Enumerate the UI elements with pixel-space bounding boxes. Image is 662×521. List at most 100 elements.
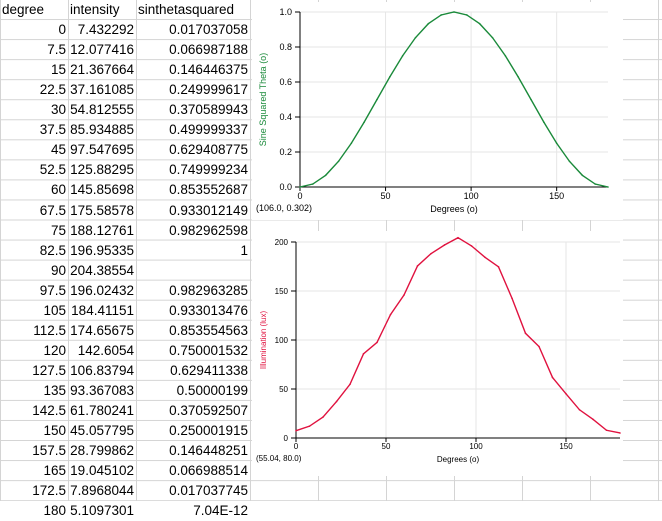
data-point[interactable] [453, 11, 455, 13]
data-point[interactable] [350, 142, 353, 145]
table-cell[interactable]: 0.370592507 [169, 403, 248, 418]
table-cell[interactable]: 174.65675 [70, 322, 134, 338]
table-cell[interactable]: 120 [43, 342, 66, 358]
data-point[interactable] [578, 408, 581, 411]
table-cell[interactable]: 0.499999337 [169, 122, 248, 138]
table-cell[interactable]: 82.5 [39, 242, 66, 258]
data-point[interactable] [430, 252, 432, 255]
table-cell[interactable]: 97.5 [39, 282, 66, 298]
data-point[interactable] [484, 256, 486, 259]
table-cell[interactable]: 125.88295 [70, 162, 134, 178]
table-cell[interactable]: 0.370589943 [169, 102, 248, 118]
table-cell[interactable]: 0.146446375 [169, 62, 248, 78]
table-cell[interactable]: 0.933012149 [169, 202, 248, 218]
table-cell[interactable]: 0.750001532 [169, 342, 248, 358]
data-point[interactable] [440, 14, 442, 16]
table-cell[interactable]: 19.045102 [70, 463, 134, 479]
data-point[interactable] [555, 142, 558, 145]
data-point[interactable] [376, 98, 378, 101]
table-cell[interactable]: 37.161085 [70, 82, 134, 98]
data-point[interactable] [470, 245, 473, 247]
table-cell[interactable]: 150 [43, 423, 66, 439]
data-point[interactable] [349, 383, 351, 386]
data-point[interactable] [335, 400, 338, 403]
table-cell[interactable]: 180 [43, 503, 66, 519]
table-cell[interactable]: 204.38554 [70, 262, 134, 278]
table-cell[interactable]: 172.5 [32, 483, 66, 499]
data-point[interactable] [524, 332, 527, 335]
table-cell[interactable]: 1 [240, 242, 248, 258]
data-point[interactable] [427, 22, 430, 25]
table-cell[interactable]: 0.250001915 [169, 423, 248, 439]
table-cell[interactable]: 188.12761 [70, 222, 134, 238]
table-cell[interactable]: 0.066987188 [169, 42, 248, 58]
table-cell[interactable]: 60 [50, 182, 66, 198]
data-point[interactable] [538, 345, 540, 348]
data-point[interactable] [619, 432, 621, 434]
table-cell[interactable]: 21.367664 [70, 62, 134, 78]
data-point[interactable] [551, 376, 554, 379]
data-point[interactable] [308, 425, 311, 427]
data-point[interactable] [389, 76, 391, 78]
table-cell[interactable]: 12.077416 [70, 42, 134, 58]
data-point[interactable] [511, 297, 513, 300]
table-cell[interactable] [138, 261, 248, 281]
table-cell[interactable]: 184.41151 [71, 302, 134, 318]
data-point[interactable] [543, 121, 545, 123]
table-cell[interactable]: 30 [50, 102, 66, 118]
table-cell[interactable]: 5.1097301 [70, 503, 134, 519]
table-cell[interactable]: 0.146448251 [169, 443, 248, 459]
table-cell[interactable]: 7.432292 [77, 22, 134, 38]
data-point[interactable] [568, 160, 571, 163]
table-cell[interactable]: 22.5 [39, 82, 66, 98]
data-point[interactable] [401, 54, 404, 57]
table-cell[interactable]: 37.5 [39, 122, 66, 138]
table-cell[interactable]: 90 [50, 262, 66, 278]
table-cell[interactable]: 196.95335 [70, 242, 134, 258]
data-point[interactable] [491, 36, 494, 39]
data-point[interactable] [504, 54, 507, 57]
table-cell[interactable]: 0.249999617 [169, 82, 248, 98]
data-point[interactable] [565, 393, 567, 395]
table-cell[interactable]: 75 [50, 222, 66, 238]
table-cell[interactable]: 0.017037745 [169, 483, 248, 499]
series-line[interactable] [299, 11, 609, 188]
data-point[interactable] [337, 160, 340, 163]
table-cell[interactable]: 0 [58, 22, 66, 38]
table-cell[interactable]: 0.629408775 [169, 142, 248, 158]
data-point[interactable] [594, 183, 596, 185]
table-cell[interactable]: 7.5 [47, 42, 66, 58]
data-point[interactable] [389, 313, 392, 316]
data-point[interactable] [466, 14, 468, 16]
data-point[interactable] [592, 418, 594, 421]
table-cell[interactable]: 0.853554563 [169, 322, 248, 338]
data-point[interactable] [376, 341, 378, 344]
header-cell[interactable]: intensity [70, 2, 120, 17]
table-cell[interactable]: 0.749999234 [169, 162, 248, 178]
data-point[interactable] [295, 429, 297, 432]
data-point[interactable] [457, 236, 459, 239]
series-line[interactable] [295, 236, 621, 434]
table-cell[interactable]: 145.85698 [70, 182, 134, 198]
data-point[interactable] [581, 174, 584, 177]
data-point[interactable] [312, 183, 314, 185]
table-cell[interactable]: 0.017037058 [169, 22, 248, 38]
illumination-chart[interactable]: 0 50 100 150 200 0 50 100 150 Degrees (o) Illumina… [252, 231, 623, 476]
data-point[interactable] [363, 121, 365, 123]
table-cell[interactable]: 61.780241 [70, 403, 134, 418]
data-point[interactable] [324, 174, 327, 177]
data-point[interactable] [322, 416, 324, 418]
table-cell[interactable]: 85.934885 [70, 122, 134, 138]
table-cell[interactable]: 52.5 [39, 162, 66, 178]
table-cell[interactable]: 196.02432 [70, 282, 134, 298]
table-cell[interactable]: 142.5 [32, 403, 66, 418]
table-cell[interactable]: 97.547695 [70, 142, 134, 158]
table-cell[interactable]: 0.982963285 [169, 282, 248, 298]
header-cell[interactable]: degree [2, 2, 45, 17]
data-point[interactable] [605, 429, 608, 432]
data-point[interactable] [414, 36, 417, 39]
table-cell[interactable]: 7.04E-12 [193, 503, 248, 519]
table-cell[interactable]: 54.812555 [70, 102, 134, 118]
data-point[interactable] [497, 266, 500, 268]
table-cell[interactable]: 0.629411338 [170, 362, 248, 378]
